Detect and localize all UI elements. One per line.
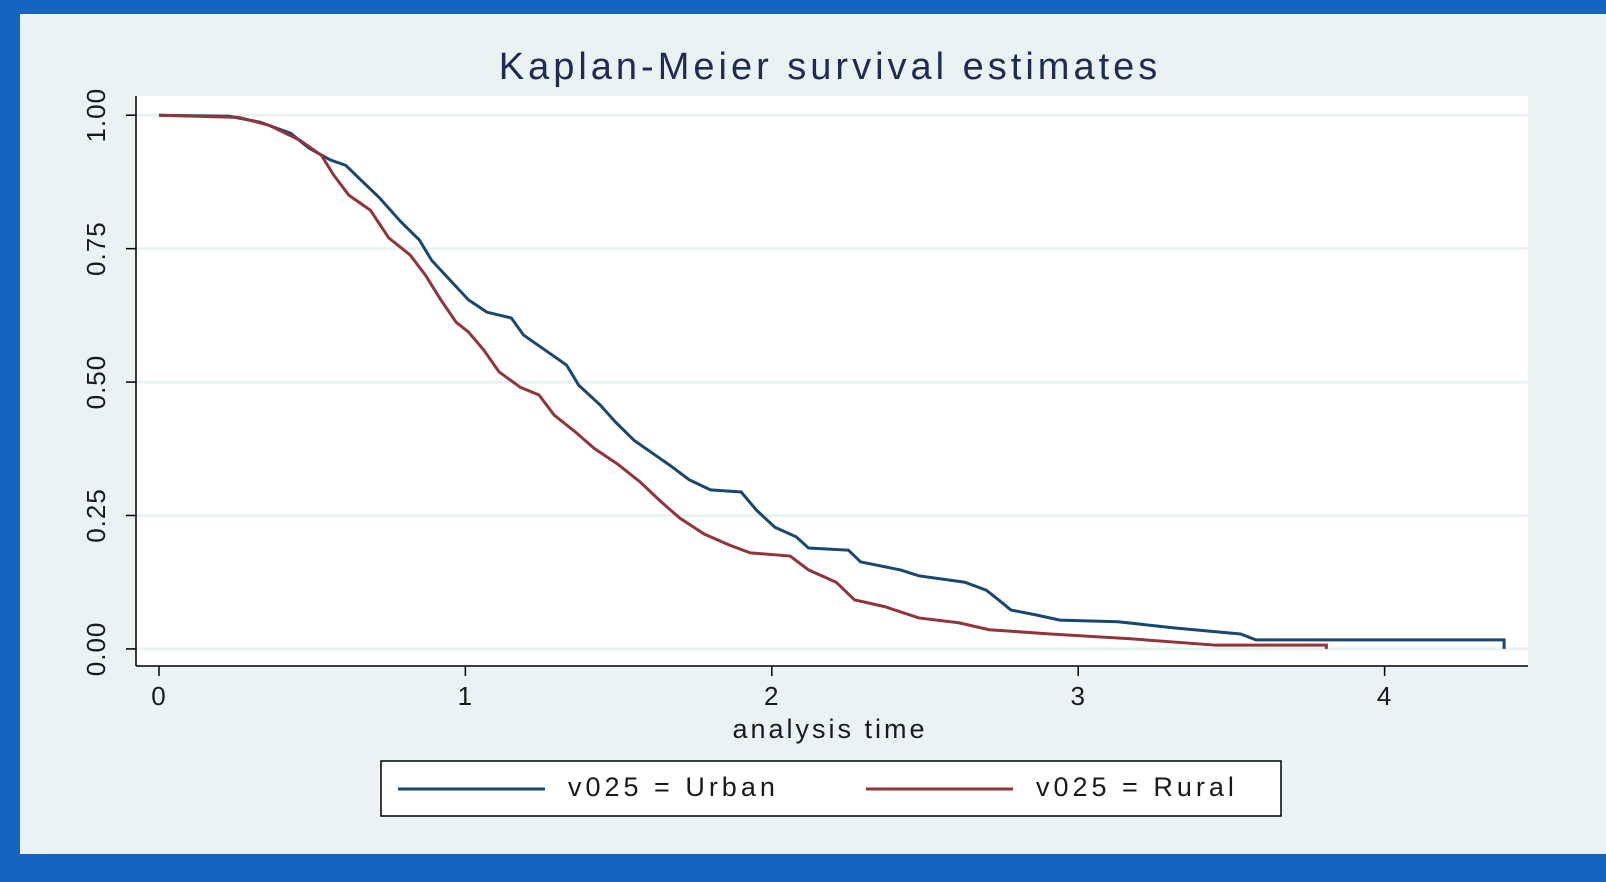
x-tick-label: 3 — [1070, 681, 1085, 711]
x-axis-label: analysis time — [732, 714, 927, 744]
x-tick-label: 2 — [764, 681, 779, 711]
legend-label: v025 = Urban — [568, 772, 779, 802]
survival-line — [158, 113, 1506, 649]
legend-label: v025 = Rural — [1036, 772, 1238, 802]
y-tick-label: 0.25 — [81, 488, 111, 543]
x-tick-label: 0 — [151, 681, 166, 711]
survival-line — [158, 113, 1328, 649]
y-tick-label: 1.00 — [81, 88, 111, 143]
y-tick-label: 0.50 — [81, 355, 111, 410]
chart-title: Kaplan-Meier survival estimates — [499, 46, 1162, 88]
y-tick-label: 0.00 — [81, 622, 111, 677]
x-tick-label: 1 — [458, 681, 473, 711]
x-tick-label: 4 — [1377, 681, 1392, 711]
y-tick-label: 0.75 — [81, 221, 111, 276]
